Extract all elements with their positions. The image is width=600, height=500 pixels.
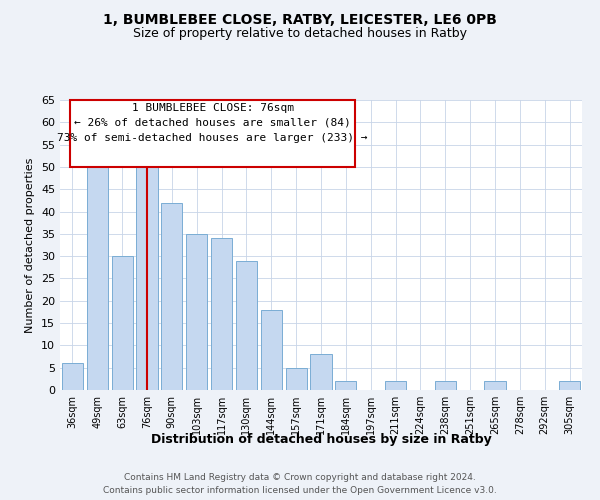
Bar	[385, 381, 406, 390]
Y-axis label: Number of detached properties: Number of detached properties	[25, 158, 35, 332]
Text: Contains public sector information licensed under the Open Government Licence v3: Contains public sector information licen…	[103, 486, 497, 495]
Bar	[335, 381, 356, 390]
Bar	[136, 167, 158, 390]
Text: 1, BUMBLEBEE CLOSE, RATBY, LEICESTER, LE6 0PB: 1, BUMBLEBEE CLOSE, RATBY, LEICESTER, LE…	[103, 12, 497, 26]
Bar	[87, 154, 108, 390]
Bar	[186, 234, 207, 390]
FancyBboxPatch shape	[70, 100, 355, 166]
Bar	[211, 238, 232, 390]
Text: Contains HM Land Registry data © Crown copyright and database right 2024.: Contains HM Land Registry data © Crown c…	[124, 472, 476, 482]
Bar	[112, 256, 133, 390]
Bar	[286, 368, 307, 390]
Bar	[435, 381, 456, 390]
Bar	[559, 381, 580, 390]
Text: 1 BUMBLEBEE CLOSE: 76sqm
← 26% of detached houses are smaller (84)
73% of semi-d: 1 BUMBLEBEE CLOSE: 76sqm ← 26% of detach…	[58, 103, 368, 142]
Text: Size of property relative to detached houses in Ratby: Size of property relative to detached ho…	[133, 28, 467, 40]
Bar	[310, 354, 332, 390]
Bar	[484, 381, 506, 390]
Bar	[62, 363, 83, 390]
Bar	[161, 202, 182, 390]
Text: Distribution of detached houses by size in Ratby: Distribution of detached houses by size …	[151, 432, 491, 446]
Bar	[236, 260, 257, 390]
Bar	[261, 310, 282, 390]
